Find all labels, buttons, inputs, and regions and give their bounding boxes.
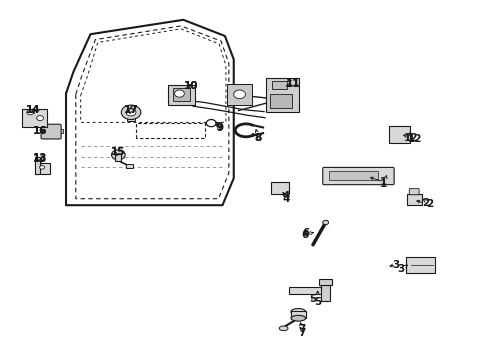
Text: 17: 17: [123, 105, 138, 115]
Bar: [35, 163, 50, 174]
Text: 14: 14: [26, 105, 41, 115]
Bar: [227, 84, 251, 105]
Bar: [127, 114, 135, 121]
Text: 11: 11: [285, 78, 300, 89]
Circle shape: [126, 109, 136, 116]
Bar: [168, 85, 195, 105]
Text: 6: 6: [301, 230, 308, 240]
Circle shape: [121, 105, 141, 120]
Bar: [290, 311, 305, 318]
Bar: [173, 88, 190, 101]
Text: 2: 2: [421, 198, 428, 208]
Bar: [126, 164, 133, 168]
Ellipse shape: [290, 315, 305, 321]
Text: 12: 12: [403, 132, 417, 143]
Text: 16: 16: [33, 126, 47, 136]
Circle shape: [40, 166, 44, 169]
Text: 3: 3: [397, 264, 404, 274]
Text: 5: 5: [309, 294, 316, 304]
Bar: [115, 154, 121, 161]
Circle shape: [27, 110, 34, 115]
Text: 16: 16: [33, 126, 47, 136]
Bar: [22, 109, 47, 127]
Text: 13: 13: [33, 153, 47, 163]
Circle shape: [37, 116, 43, 121]
Circle shape: [322, 220, 328, 225]
FancyBboxPatch shape: [41, 124, 61, 139]
Text: 13: 13: [33, 154, 47, 164]
Text: 10: 10: [183, 81, 198, 91]
Ellipse shape: [290, 309, 305, 315]
FancyBboxPatch shape: [322, 167, 393, 185]
Text: 8: 8: [254, 132, 261, 143]
Text: 3: 3: [392, 260, 399, 270]
Bar: [321, 285, 329, 301]
Text: 9: 9: [215, 122, 222, 132]
Circle shape: [206, 120, 216, 127]
Text: 8: 8: [254, 132, 261, 143]
Text: 17: 17: [123, 105, 138, 115]
Bar: [271, 182, 288, 194]
Bar: [35, 157, 40, 174]
Bar: [270, 94, 292, 108]
Bar: [388, 126, 409, 143]
Text: 6: 6: [302, 228, 308, 238]
Circle shape: [233, 90, 245, 99]
Text: 1: 1: [380, 179, 386, 189]
Ellipse shape: [279, 326, 287, 330]
Text: 4: 4: [282, 191, 289, 201]
Text: 15: 15: [111, 147, 125, 157]
Text: 9: 9: [216, 123, 223, 133]
Bar: [319, 279, 331, 285]
Circle shape: [174, 90, 184, 97]
Text: 11: 11: [285, 78, 300, 88]
Circle shape: [111, 150, 125, 160]
Text: 1: 1: [380, 177, 386, 187]
Bar: [328, 171, 377, 180]
Text: 2: 2: [425, 199, 432, 210]
Bar: [288, 287, 325, 294]
Text: 7: 7: [297, 324, 305, 334]
Text: 15: 15: [111, 147, 125, 157]
Text: 5: 5: [313, 297, 320, 307]
Text: 12: 12: [407, 134, 421, 144]
FancyBboxPatch shape: [408, 189, 418, 195]
Text: 4: 4: [282, 194, 289, 204]
Bar: [406, 194, 421, 205]
Text: 10: 10: [183, 81, 198, 91]
Bar: [265, 78, 298, 112]
Text: 7: 7: [297, 328, 305, 338]
Bar: [271, 81, 286, 89]
Text: 14: 14: [26, 105, 41, 115]
Bar: [405, 257, 434, 273]
Bar: [58, 129, 63, 133]
